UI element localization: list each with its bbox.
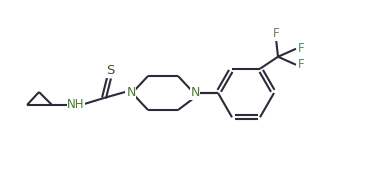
- Text: N: N: [126, 87, 136, 99]
- Text: N: N: [190, 87, 200, 99]
- Text: NH: NH: [67, 98, 85, 112]
- Text: F: F: [273, 27, 279, 40]
- Text: F: F: [298, 42, 304, 55]
- Text: F: F: [298, 58, 304, 71]
- Text: S: S: [106, 64, 114, 78]
